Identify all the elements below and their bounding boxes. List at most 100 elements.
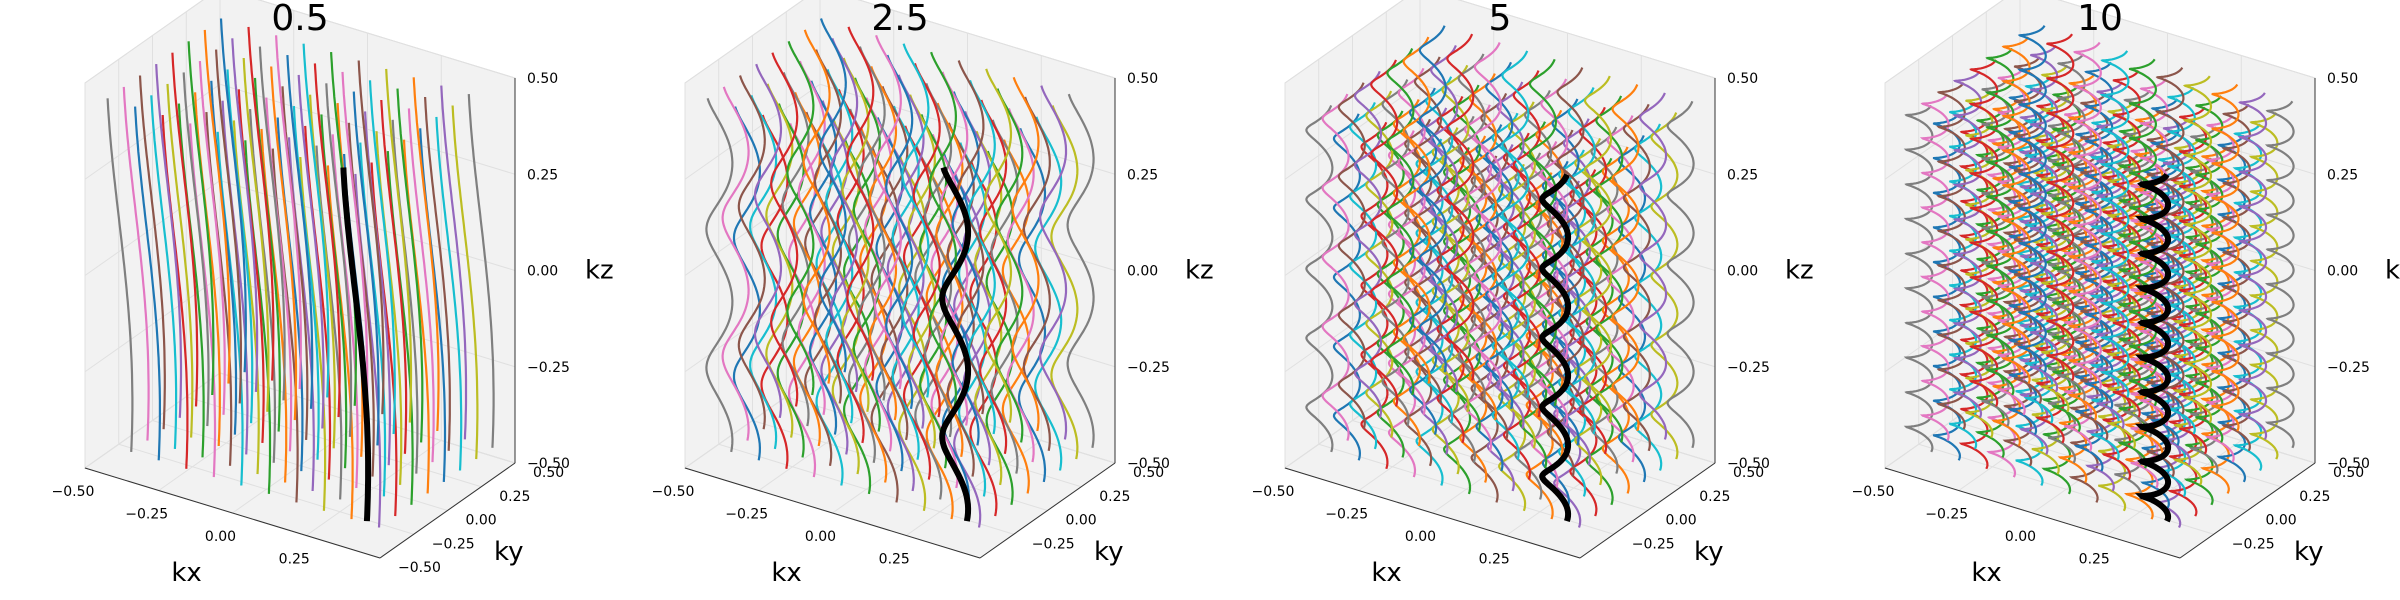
z-tick-label: 0.25 [527, 167, 558, 183]
z-tick-label: −0.25 [1127, 360, 1170, 376]
grid-line [857, 0, 1116, 79]
trajectory-line [258, 46, 286, 401]
trajectory-line [231, 38, 259, 392]
panel-title: 10 [2077, 0, 2123, 39]
trajectory-line [2064, 104, 2093, 452]
y-tick-label: 0.25 [2299, 489, 2330, 505]
trajectory-line [770, 52, 799, 407]
trajectory-line [1595, 95, 1624, 443]
panel-title: 0.5 [271, 0, 328, 39]
x-tick-label: −0.50 [52, 484, 95, 500]
z-tick-label: 0.50 [527, 71, 558, 87]
trajectory-line [171, 52, 199, 407]
trajectory-line [385, 68, 413, 423]
trajectory-line [721, 86, 750, 441]
trajectory-line [1436, 95, 1465, 444]
y-tick-label: 0.25 [1699, 489, 1730, 505]
trajectory-line [1562, 118, 1592, 466]
panel-1: −0.50−0.250.000.25−0.50−0.250.000.250.50… [52, 0, 614, 588]
panel-3: −0.50−0.250.000.25−0.250.000.250.50−0.50… [1252, 0, 1814, 588]
trajectory-line [412, 77, 440, 432]
trajectory-line [325, 83, 353, 437]
y-axis-line [379, 462, 516, 559]
trajectory-line [2200, 146, 2230, 494]
z-tick-label: 0.50 [1127, 71, 1158, 87]
trajectory-line [2138, 78, 2169, 426]
highlight-trajectory [340, 167, 372, 522]
z-tick-label: 0.50 [2327, 71, 2358, 87]
trajectory-line [1376, 110, 1405, 458]
trajectory-line [873, 34, 902, 390]
z-tick-label: −0.50 [1127, 456, 1170, 472]
trajectory-line [1634, 123, 1663, 471]
trajectory-line [1370, 59, 1399, 407]
x-axis-label: kx [1371, 558, 1401, 588]
y-tick-label: 0.25 [499, 489, 530, 505]
y-axis-label: ky [494, 537, 524, 567]
trajectory-line [1446, 33, 1475, 381]
trajectory-line [1579, 106, 1608, 455]
trajectory-line [1968, 59, 1999, 407]
trajectory-line [2067, 72, 2098, 421]
grid-line [1284, 0, 1404, 84]
trajectory-line [1397, 67, 1426, 416]
trajectory-line [1507, 101, 1536, 449]
highlight-trajectory [2134, 173, 2172, 523]
trajectory-line [435, 116, 463, 471]
x-tick-label: −0.50 [1252, 484, 1295, 500]
trajectory-line [1485, 61, 1514, 410]
trajectory-line [2166, 86, 2196, 435]
trajectory-line [1936, 82, 1966, 430]
x-axis-label: kx [171, 558, 201, 588]
grid-line [1952, 420, 2248, 511]
trajectory-line [341, 71, 369, 426]
y-tick-label: 0.50 [533, 465, 564, 481]
trajectory-line [1038, 85, 1068, 440]
y-tick-label: −0.25 [1032, 536, 1075, 552]
y-axis-line [1579, 462, 1716, 559]
trajectory-line [2101, 132, 2132, 481]
trajectory-line [1519, 121, 1548, 469]
trajectory-line [2034, 95, 2065, 444]
highlight-trajectory [939, 166, 972, 522]
trajectory-line [1360, 121, 1389, 470]
z-axis-label: kz [1185, 256, 1214, 286]
trajectory-line [1528, 58, 1558, 407]
trajectory-line [275, 35, 302, 390]
trajectory-line [1903, 104, 1934, 453]
trajectory-line [2216, 134, 2247, 483]
trajectory-line [1540, 78, 1569, 426]
x-tick-label: 0.00 [1405, 529, 1436, 545]
trajectory-line [1418, 25, 1447, 373]
trajectory-line [467, 94, 495, 448]
trajectory-line [150, 95, 178, 449]
trajectory-line [1556, 67, 1585, 415]
y-tick-label: −0.50 [398, 560, 441, 576]
trajectory-line [2099, 50, 2130, 398]
x-axis-line [84, 467, 381, 559]
trajectory-line [2237, 92, 2268, 440]
y-tick-label: 0.50 [2333, 465, 2364, 481]
grid-line [1505, 440, 1642, 536]
z-axis-label: kz [585, 256, 614, 286]
grid-line [1457, 0, 1716, 79]
trajectory-line [2130, 140, 2159, 489]
trajectory-line [1321, 93, 1350, 441]
grid-line [2057, 0, 2316, 79]
trajectory-line [1512, 70, 1541, 418]
z-tick-label: 0.00 [2327, 264, 2358, 280]
trajectory-line [928, 51, 958, 406]
trajectory-line [302, 43, 330, 398]
z-tick-label: 0.50 [1727, 71, 1758, 87]
trajectory-line [451, 105, 479, 460]
trajectory-line [1622, 103, 1651, 452]
trajectory-line [2030, 44, 2059, 393]
trajectory-line [1965, 90, 1994, 439]
y-tick-label: 0.00 [466, 513, 497, 529]
trajectory-line [2015, 138, 2044, 486]
z-axis-label: kz [1785, 256, 1814, 286]
trajectory-line [1011, 76, 1040, 432]
trajectory-line [1413, 56, 1443, 404]
z-tick-label: −0.25 [2327, 360, 2370, 376]
y-tick-label: 0.50 [1733, 465, 1764, 481]
